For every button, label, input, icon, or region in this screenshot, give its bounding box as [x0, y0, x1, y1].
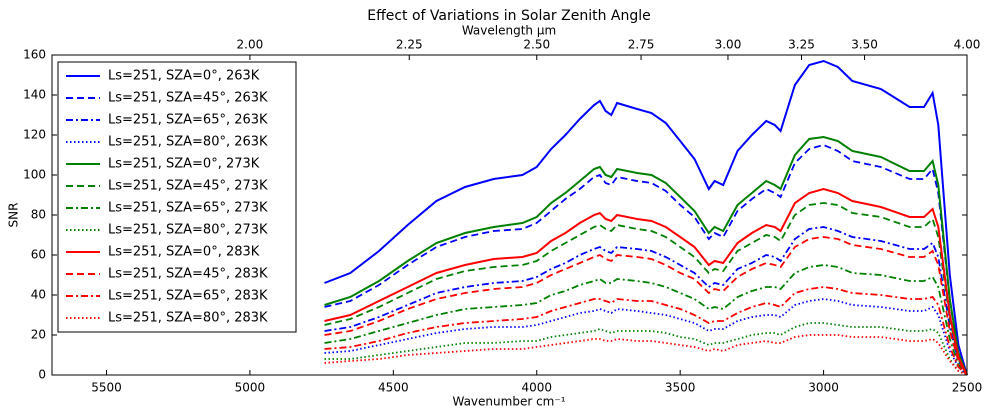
- y-tick-label: 140: [23, 88, 46, 102]
- legend-label: Ls=251, SZA=0°, 283K: [108, 245, 260, 260]
- x-tick-label: 3000: [808, 381, 839, 395]
- legend-label: Ls=251, SZA=80°, 273K: [108, 223, 268, 238]
- x-axis-label: Wavenumber cm⁻¹: [452, 395, 565, 409]
- series-line: [324, 226, 968, 376]
- x2-tick-label: 3.25: [788, 38, 815, 52]
- legend-label: Ls=251, SZA=80°, 283K: [108, 311, 268, 326]
- legend-label: Ls=251, SZA=65°, 273K: [108, 201, 268, 216]
- legend-label: Ls=251, SZA=65°, 263K: [108, 113, 268, 128]
- y-tick-label: 20: [31, 328, 46, 342]
- series-line: [324, 334, 968, 376]
- x-tick-label: 4500: [378, 381, 409, 395]
- y-axis-label: SNR: [7, 203, 21, 228]
- x2-tick-label: 3.50: [851, 38, 878, 52]
- legend-label: Ls=251, SZA=0°, 263K: [108, 69, 260, 84]
- x-tick-label: 3500: [665, 381, 696, 395]
- x2-tick-label: 2.25: [396, 38, 423, 52]
- y-tick-label: 100: [23, 168, 46, 182]
- series-line: [324, 298, 968, 376]
- y-tick-label: 160: [23, 48, 46, 62]
- series-line: [324, 187, 968, 376]
- legend-label: Ls=251, SZA=45°, 273K: [108, 179, 268, 194]
- x2-tick-label: 2.50: [523, 38, 550, 52]
- legend-label: Ls=251, SZA=45°, 263K: [108, 91, 268, 106]
- legend-label: Ls=251, SZA=45°, 283K: [108, 267, 268, 282]
- legend-label: Ls=251, SZA=65°, 283K: [108, 289, 268, 304]
- chart-title: Effect of Variations in Solar Zenith Ang…: [367, 8, 651, 24]
- series-line: [324, 264, 968, 376]
- legend-label: Ls=251, SZA=80°, 263K: [108, 135, 268, 150]
- y-tick-label: 0: [38, 368, 46, 382]
- series-line: [324, 236, 968, 376]
- series-line: [324, 286, 968, 376]
- x-tick-label: 2500: [952, 381, 983, 395]
- y-tick-label: 120: [23, 128, 46, 142]
- y-tick-label: 80: [31, 208, 46, 222]
- series-line: [324, 59, 968, 376]
- legend-label: Ls=251, SZA=0°, 273K: [108, 157, 260, 172]
- legend-box: [57, 61, 297, 333]
- x-tick-label: 5500: [91, 381, 122, 395]
- y-tick-label: 40: [31, 288, 46, 302]
- y-tick-label: 60: [31, 248, 46, 262]
- series-line: [324, 144, 968, 376]
- x-tick-label: 5000: [235, 381, 266, 395]
- x2-tick-label: 2.75: [628, 38, 655, 52]
- x2-tick-label: 4.00: [954, 38, 981, 52]
- series-line: [324, 322, 968, 376]
- series-line: [324, 135, 968, 376]
- x2-tick-label: 2.00: [237, 38, 264, 52]
- x2-tick-label: 3.00: [715, 38, 742, 52]
- x-tick-label: 4000: [521, 381, 552, 395]
- x2-axis-label: Wavelength μm: [462, 24, 556, 38]
- plot-frame: [51, 54, 968, 376]
